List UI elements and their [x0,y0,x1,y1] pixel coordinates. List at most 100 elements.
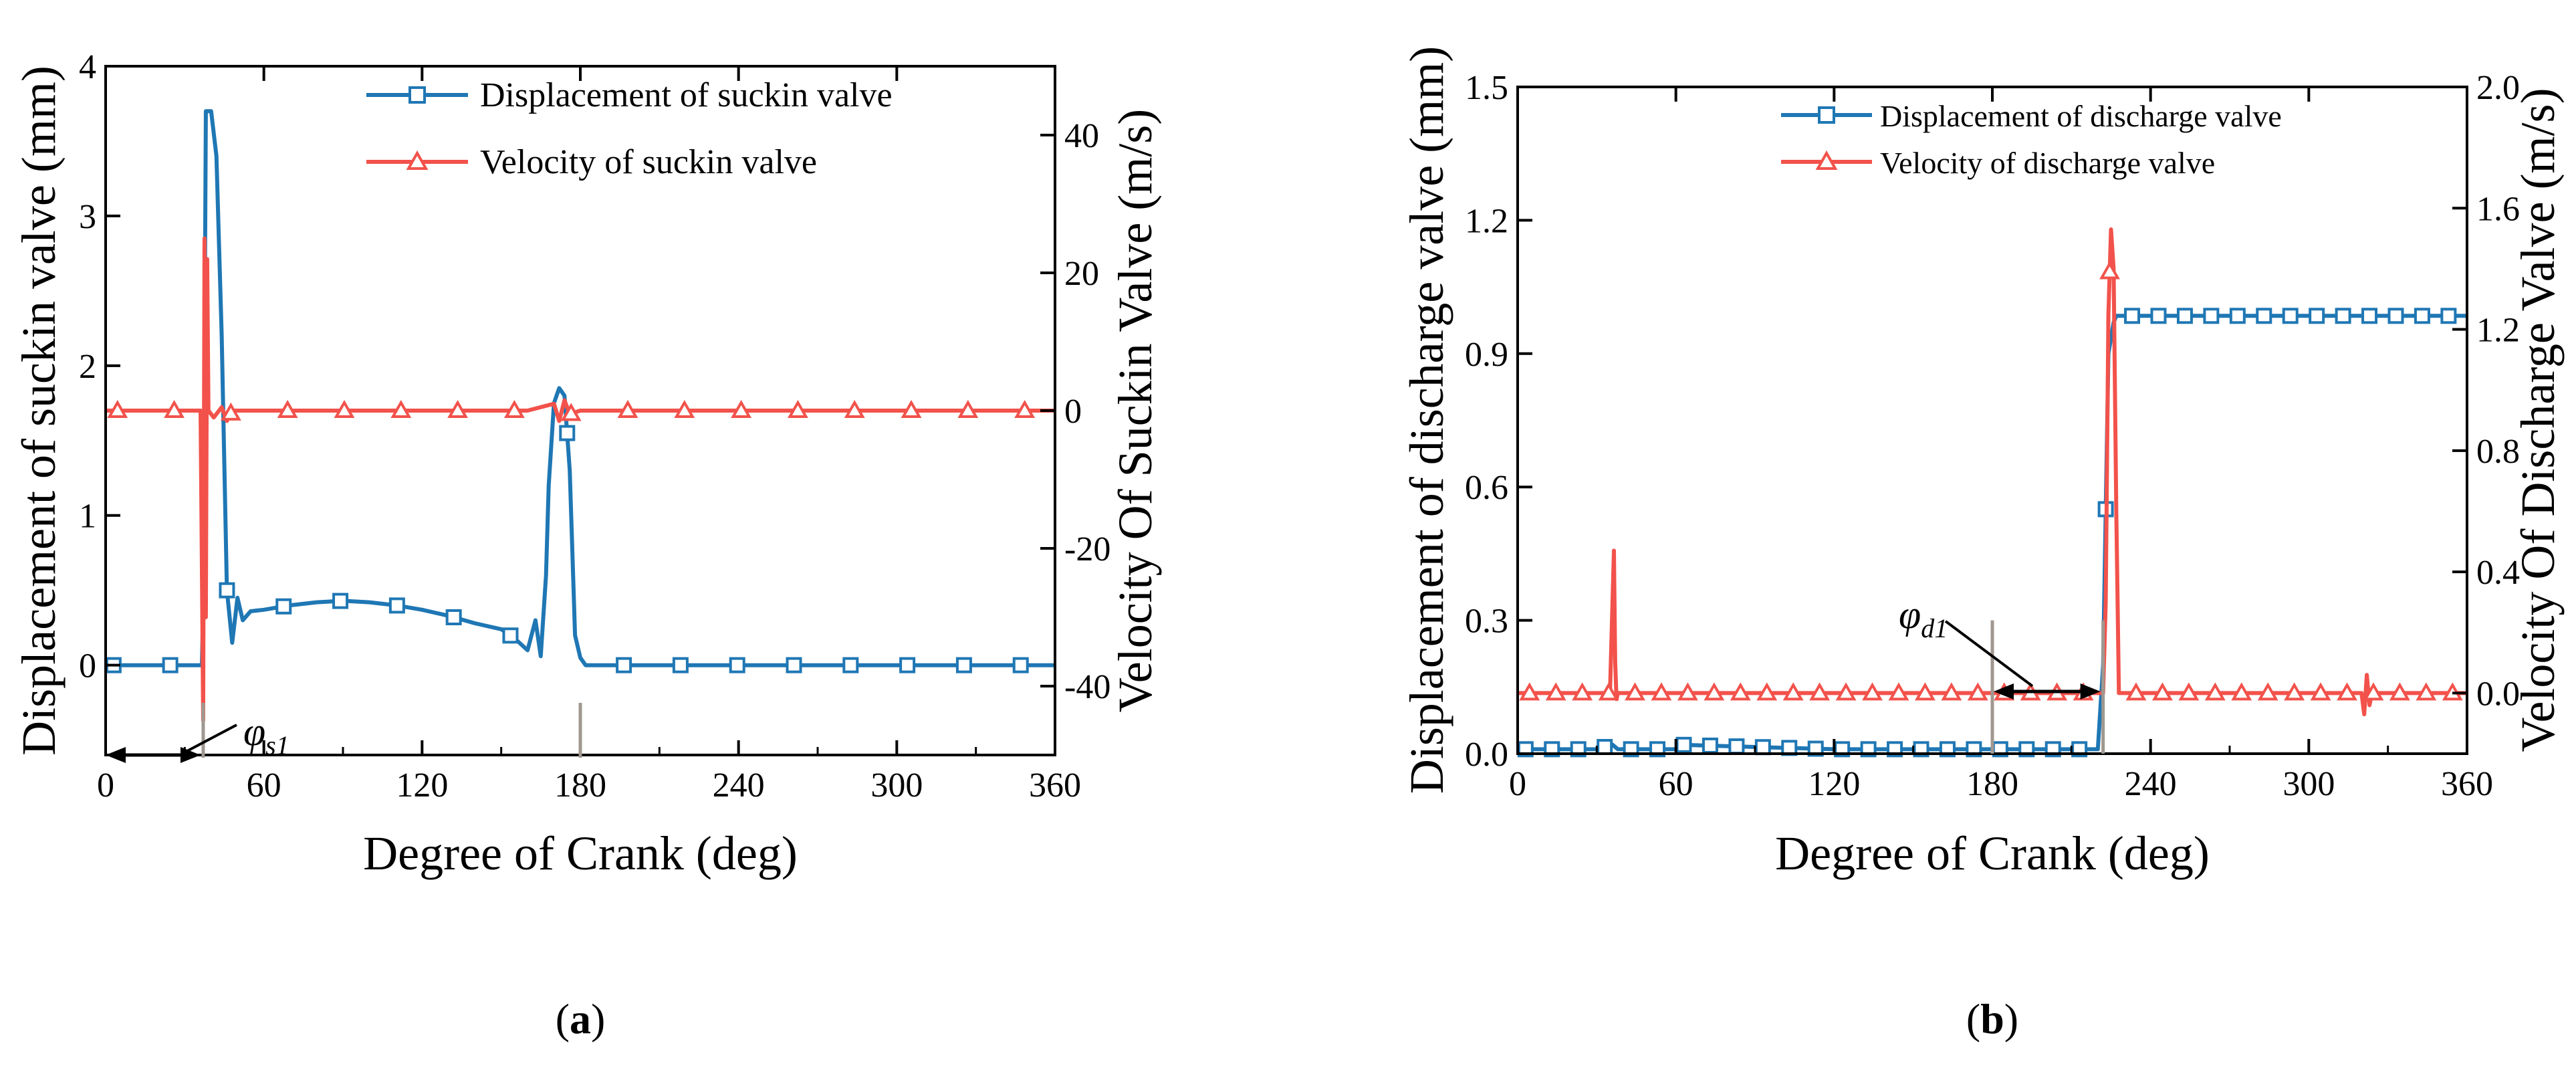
x-axis-title: Degree of Crank (deg) [363,827,798,880]
velocity-marker [334,399,355,418]
displacement-marker [1012,657,1029,673]
displacement-marker [2335,308,2351,324]
x-tick-label: 300 [2282,765,2335,803]
velocity-marker [2389,682,2410,701]
velocity-marker [844,399,865,418]
panel-label: (a) [556,995,606,1043]
displacement-marker [2387,308,2404,324]
y-tick-label-right: 1.6 [2476,190,2520,228]
displacement-marker [1702,737,1718,754]
x-tick-label: 0 [97,766,114,804]
y-tick-label-right: 0.4 [2476,554,2520,592]
displacement-marker [2309,308,2325,324]
x-tick-label: 300 [870,766,923,804]
velocity-marker [277,399,298,418]
velocity-marker [617,399,638,418]
velocity-series-line [1518,227,2467,717]
legend-label-velocity: Velocity of discharge valve [1880,146,2215,180]
displacement-marker [1807,740,1824,757]
velocity-marker [1014,399,1036,418]
y-tick-label-right: 0 [1064,393,1082,431]
panel-label: (b) [1966,995,2018,1043]
x-tick-label: 180 [554,766,606,804]
displacement-marker [616,657,632,673]
displacement-marker [2282,308,2299,324]
displacement-marker [2440,308,2457,324]
y-tick-label-left: 0.6 [1465,469,1508,507]
annotation-arrowhead-right [2080,683,2101,700]
velocity-marker [560,403,582,421]
y-tick-label-left: 0.0 [1465,736,1508,774]
y-axis-title-left: Displacement of discharge valve (mm) [1400,46,1453,794]
velocity-marker [2099,261,2120,280]
velocity-marker [1519,682,1540,701]
y-tick-label-left: 0 [79,647,96,685]
phi-symbol: φ [1899,593,1921,637]
velocity-marker [1598,682,1619,701]
displacement-marker [1754,739,1771,756]
velocity-marker [1967,682,1988,701]
velocity-marker [1862,682,1883,701]
y-tick-label-left: 0.3 [1465,603,1508,641]
velocity-marker [1756,682,1778,701]
velocity-marker [1651,682,1672,701]
legend-label-velocity: Velocity of suckin valve [480,143,817,181]
velocity-marker [731,399,752,418]
annotation-arrowhead-left [1994,683,2014,700]
y-tick-label-left: 2 [79,348,96,386]
velocity-marker [1545,682,1566,701]
legend-marker-triangle [406,150,429,170]
displacement-marker [332,593,349,609]
x-tick-label: 180 [1966,765,2018,803]
velocity-marker [1572,682,1593,701]
y-axis-title-left: Displacement of suckin valve (mm) [12,66,66,756]
displacement-marker [2176,308,2193,324]
x-tick-label: 360 [1029,766,1081,804]
displacement-marker [1597,739,1613,756]
y-tick-label-left: 4 [79,48,96,86]
annotation-leader-line [187,724,237,752]
velocity-marker [2257,682,2278,701]
displacement-marker [219,582,235,599]
annotation-leader-line [1944,620,2034,687]
displacement-marker [2414,308,2430,324]
velocity-marker [1730,682,1751,701]
x-tick-label: 120 [1808,765,1860,803]
velocity-marker [2178,682,2200,701]
velocity-marker [447,399,469,418]
x-tick-label: 240 [2125,765,2177,803]
panel-label-letter: a [570,995,591,1043]
phi-annotation: φs1 [243,710,289,760]
velocity-marker [787,399,808,418]
legend-marker-square [408,86,426,104]
velocity-marker [901,399,922,418]
velocity-marker [107,399,128,418]
legend-label-displacement: Displacement of suckin valve [480,76,893,114]
panel-label-letter: b [1980,995,2004,1043]
velocity-marker [220,402,241,421]
y-tick-label-left: 1.5 [1465,69,1508,107]
displacement-marker [162,657,179,673]
y-tick-label-left: 1 [79,498,96,536]
phi-symbol: φ [243,710,265,754]
x-tick-label: 360 [2441,765,2493,803]
velocity-marker [674,399,695,418]
velocity-marker [2310,682,2331,701]
velocity-marker [1809,682,1831,701]
velocity-marker [1625,682,1645,701]
legend-marker-square [1818,106,1835,124]
velocity-marker [164,399,185,418]
velocity-marker [1782,682,1804,701]
displacement-marker [2361,308,2378,324]
phi-subscript: d1 [1921,613,1948,643]
velocity-marker [2204,682,2226,701]
displacement-marker [275,598,292,615]
displacement-marker [729,657,745,673]
displacement-marker [955,657,972,673]
legend-marker-triangle [1815,150,1838,170]
velocity-marker [2284,682,2305,701]
velocity-marker [2416,682,2437,701]
x-tick-label: 240 [713,766,765,804]
velocity-marker [2151,682,2173,701]
velocity-marker [1704,682,1725,701]
